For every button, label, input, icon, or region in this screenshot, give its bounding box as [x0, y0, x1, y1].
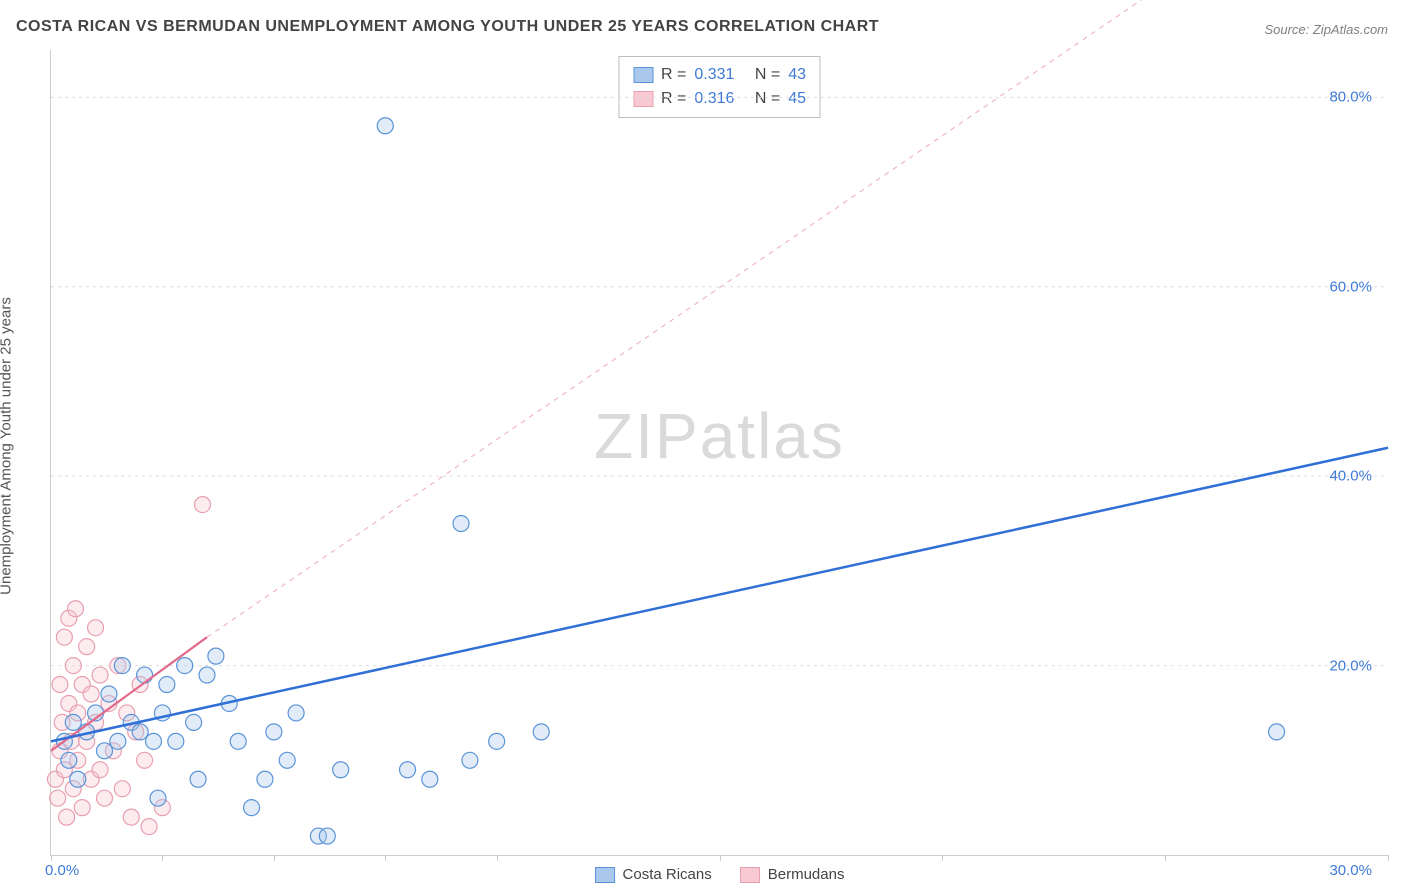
y-tick-label: 60.0%: [1329, 278, 1372, 295]
legend-label-bermudans: Bermudans: [768, 866, 845, 883]
scatter-svg: [51, 50, 1388, 855]
y-tick-label: 80.0%: [1329, 89, 1372, 106]
y-tick-label: 20.0%: [1329, 657, 1372, 674]
x-tick: [162, 855, 163, 861]
legend-item-costa-ricans: Costa Ricans: [595, 866, 712, 883]
legend-item-bermudans: Bermudans: [740, 866, 845, 883]
legend-swatch-bermudans: [740, 867, 760, 883]
legend-swatch-costa-ricans: [595, 867, 615, 883]
x-tick-label-min: 0.0%: [45, 862, 79, 879]
x-tick: [51, 855, 52, 861]
x-tick-label-max: 30.0%: [1329, 862, 1372, 879]
source-label: Source: ZipAtlas.com: [1264, 22, 1388, 37]
x-tick: [274, 855, 275, 861]
legend-label-costa-ricans: Costa Ricans: [623, 866, 712, 883]
x-tick: [720, 855, 721, 861]
x-tick: [1388, 855, 1389, 861]
x-tick: [1165, 855, 1166, 861]
chart-plot-area: ZIPatlas R = 0.331 N = 43 R = 0.316 N = …: [50, 50, 1388, 856]
x-tick: [385, 855, 386, 861]
y-tick-label: 40.0%: [1329, 468, 1372, 485]
x-tick: [942, 855, 943, 861]
series-legend: Costa Ricans Bermudans: [595, 866, 845, 883]
x-tick: [497, 855, 498, 861]
chart-title: COSTA RICAN VS BERMUDAN UNEMPLOYMENT AMO…: [16, 18, 879, 36]
